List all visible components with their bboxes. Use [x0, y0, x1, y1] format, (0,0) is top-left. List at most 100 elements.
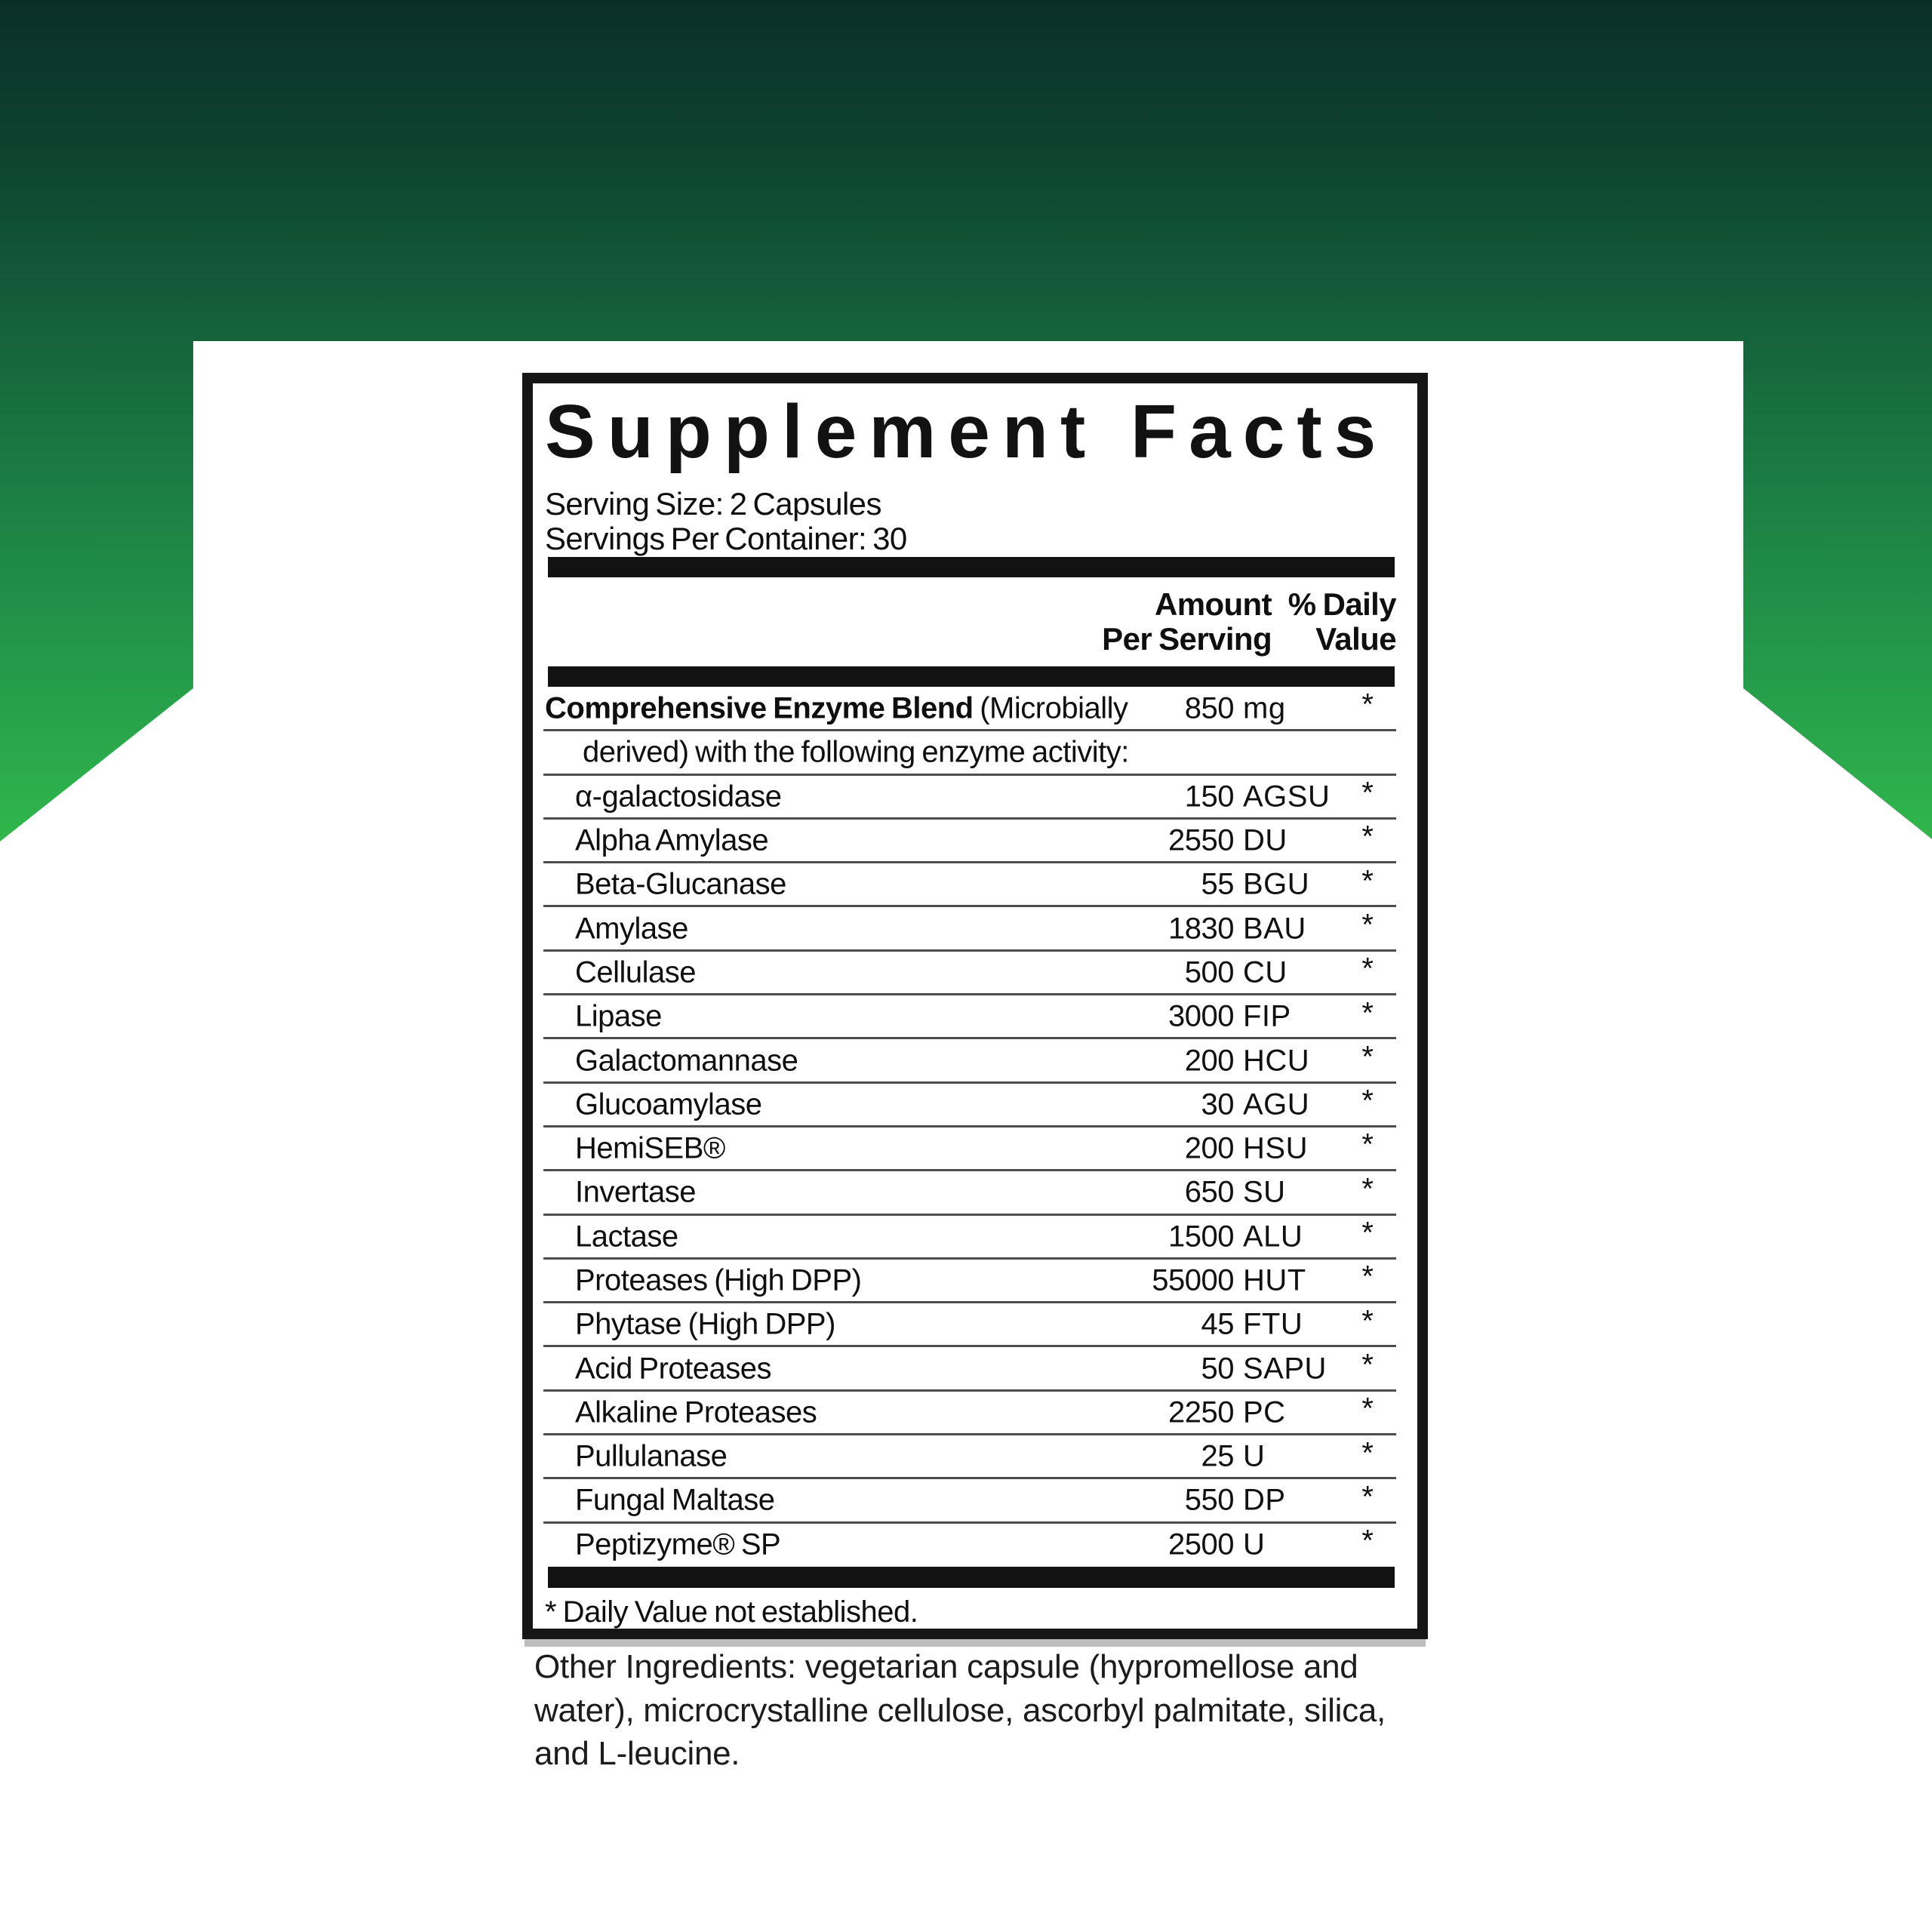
row-unit: U	[1243, 1439, 1266, 1473]
table-row: Beta-Glucanase 55 BGU *	[533, 863, 1417, 908]
table-row: Alkaline Proteases 2250 PC *	[533, 1391, 1417, 1436]
row-unit: AGSU	[1243, 780, 1331, 814]
row-label: Pullulanase	[575, 1439, 728, 1473]
divider-bar-top	[548, 557, 1395, 577]
row-unit: ALU	[1243, 1220, 1303, 1254]
row-daily-value: *	[1361, 1216, 1374, 1250]
row-daily-value: *	[1361, 1128, 1374, 1161]
row-amount: 3000	[1168, 999, 1234, 1033]
row-daily-value: *	[1361, 1084, 1374, 1118]
row-unit: HSU	[1243, 1131, 1308, 1165]
row-unit: CU	[1243, 955, 1287, 989]
row-unit: FIP	[1243, 999, 1291, 1033]
row-label: Proteases (High DPP)	[575, 1263, 862, 1297]
row-unit: PC	[1243, 1395, 1286, 1429]
row-daily-value: *	[1361, 688, 1374, 721]
row-label: Acid Proteases	[575, 1352, 772, 1386]
column-header-daily-value: % Daily Value	[1287, 586, 1397, 657]
row-daily-value: *	[1361, 1304, 1374, 1338]
row-unit: SU	[1243, 1175, 1286, 1209]
servings-per-container: Servings Per Container: 30	[545, 521, 907, 556]
row-amount: 200	[1184, 1044, 1235, 1078]
row-amount: 550	[1184, 1483, 1235, 1517]
row-daily-value: *	[1361, 1348, 1374, 1382]
row-amount: 2550	[1168, 823, 1234, 857]
row-label: α-galactosidase	[575, 780, 782, 814]
row-daily-value: *	[1361, 996, 1374, 1030]
row-label: Beta-Glucanase	[575, 867, 786, 901]
row-daily-value: *	[1361, 1172, 1374, 1206]
nutrient-table: Comprehensive Enzyme Blend (Microbially 8…	[533, 687, 1417, 1567]
row-amount: 45	[1201, 1307, 1235, 1341]
row-label: Alkaline Proteases	[575, 1395, 817, 1429]
table-row: Pullulanase 25 U *	[533, 1435, 1417, 1480]
row-daily-value: *	[1361, 1436, 1374, 1470]
table-row: derived) with the following enzyme activ…	[533, 731, 1417, 776]
row-amount: 2250	[1168, 1395, 1234, 1429]
divider-bar-header	[548, 666, 1395, 687]
row-label: derived) with the following enzyme activ…	[583, 735, 1129, 769]
row-amount: 500	[1184, 955, 1235, 989]
other-ingredients-line: water), microcrystalline cellulose, asco…	[534, 1691, 1386, 1729]
row-amount: 50	[1201, 1352, 1235, 1386]
table-row: Invertase 650 SU *	[533, 1171, 1417, 1216]
row-amount: 850	[1184, 691, 1235, 725]
table-row: Acid Proteases 50 SAPU *	[533, 1346, 1417, 1392]
table-row: Fungal Maltase 550 DP *	[533, 1478, 1417, 1524]
row-amount: 55	[1201, 867, 1235, 901]
row-unit: DP	[1243, 1483, 1286, 1517]
row-label: Comprehensive Enzyme Blend (Microbially	[545, 691, 1128, 725]
row-amount: 150	[1184, 780, 1235, 814]
row-daily-value: *	[1361, 1392, 1374, 1426]
row-unit: BGU	[1243, 867, 1310, 901]
row-unit: SAPU	[1243, 1352, 1327, 1386]
table-row: Amylase 1830 BAU *	[533, 906, 1417, 952]
daily-value-footnote: * Daily Value not established.	[545, 1595, 918, 1629]
row-amount: 650	[1184, 1175, 1235, 1209]
row-daily-value: *	[1361, 1040, 1374, 1074]
row-unit: DU	[1243, 823, 1287, 857]
row-label: Amylase	[575, 912, 688, 946]
row-daily-value: *	[1361, 952, 1374, 986]
row-label: Galactomannase	[575, 1044, 798, 1078]
other-ingredients: Other Ingredients: vegetarian capsule (h…	[534, 1645, 1447, 1776]
row-label: Lactase	[575, 1220, 678, 1254]
serving-info: Serving Size: 2 Capsules Servings Per Co…	[545, 487, 907, 556]
row-label: HemiSEB®	[575, 1131, 725, 1165]
row-label: Alpha Amylase	[575, 823, 769, 857]
row-daily-value: *	[1361, 864, 1374, 898]
supplement-facts-panel: Supplement Facts Serving Size: 2 Capsule…	[522, 373, 1428, 1639]
table-row: Cellulase 500 CU *	[533, 951, 1417, 996]
row-unit: FTU	[1243, 1307, 1303, 1341]
row-amount: 2500	[1168, 1527, 1234, 1561]
row-unit: mg	[1243, 691, 1286, 725]
other-ingredients-line: and L-leucine.	[534, 1735, 740, 1772]
row-unit: AGU	[1243, 1088, 1310, 1121]
row-amount: 55000	[1152, 1263, 1234, 1297]
row-daily-value: *	[1361, 908, 1374, 942]
row-amount: 200	[1184, 1131, 1235, 1165]
row-label: Invertase	[575, 1175, 697, 1209]
table-row: Proteases (High DPP) 55000 HUT *	[533, 1259, 1417, 1304]
table-row: Lactase 1500 ALU *	[533, 1215, 1417, 1260]
row-amount: 30	[1201, 1088, 1235, 1121]
row-unit: U	[1243, 1527, 1266, 1561]
row-label: Lipase	[575, 999, 662, 1033]
column-header-amount: Amount Per Serving	[1102, 586, 1272, 657]
row-amount: 1500	[1168, 1220, 1234, 1254]
row-unit: HCU	[1243, 1044, 1310, 1078]
row-unit: BAU	[1243, 912, 1306, 946]
row-label: Cellulase	[575, 955, 697, 989]
row-unit: HUT	[1243, 1263, 1306, 1297]
row-label: Glucoamylase	[575, 1088, 762, 1121]
panel-title: Supplement Facts	[545, 389, 1389, 474]
table-row: Comprehensive Enzyme Blend (Microbially 8…	[533, 687, 1417, 732]
table-row: HemiSEB® 200 HSU *	[533, 1127, 1417, 1172]
other-ingredients-line: Other Ingredients: vegetarian capsule (h…	[534, 1648, 1358, 1685]
row-daily-value: *	[1361, 1480, 1374, 1514]
divider-bar-bottom	[548, 1567, 1395, 1588]
row-daily-value: *	[1361, 1524, 1374, 1558]
table-row: Alpha Amylase 2550 DU *	[533, 819, 1417, 864]
row-daily-value: *	[1361, 820, 1374, 854]
row-label: Fungal Maltase	[575, 1483, 775, 1517]
